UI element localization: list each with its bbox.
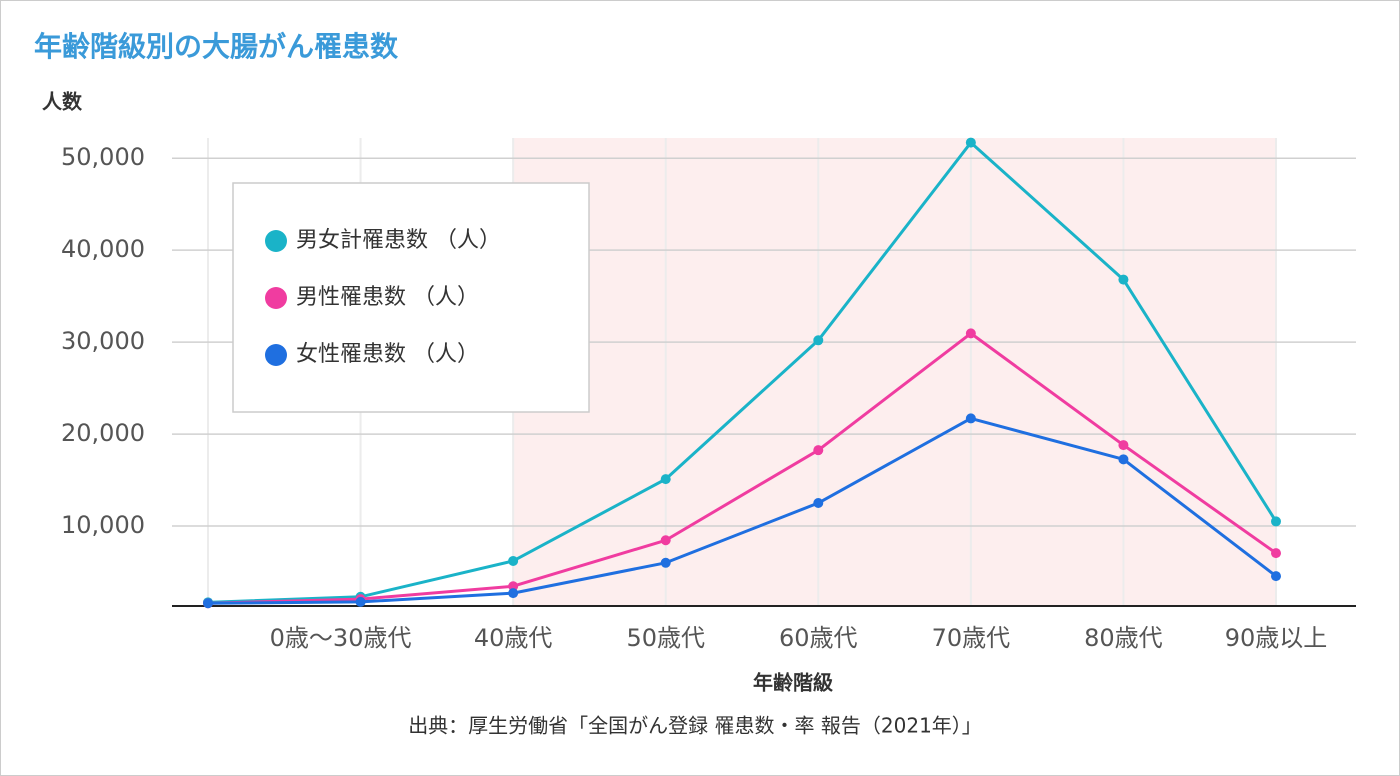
data-point xyxy=(508,555,519,566)
x-tick-label: 70歳代 xyxy=(932,624,1011,652)
data-point xyxy=(1271,548,1281,559)
y-tick-label: 30,000 xyxy=(61,327,145,355)
chart-title: 年齢階級別の大腸がん罹患数 xyxy=(34,30,399,63)
data-point xyxy=(1271,571,1281,582)
legend-marker xyxy=(265,287,287,309)
x-tick-label: 40歳代 xyxy=(474,624,553,652)
data-point xyxy=(203,598,213,609)
data-point xyxy=(813,445,824,456)
legend-marker xyxy=(265,344,287,366)
data-point xyxy=(965,413,976,424)
x-tick-label: 80歳代 xyxy=(1084,624,1163,652)
data-point xyxy=(1271,516,1281,527)
data-point xyxy=(1118,274,1129,285)
y-axis-label: 人数 xyxy=(42,90,83,114)
series-line xyxy=(207,331,1277,605)
data-point xyxy=(355,596,366,607)
legend-box xyxy=(232,182,590,413)
y-tick-label: 50,000 xyxy=(61,143,145,171)
data-point xyxy=(1118,454,1129,465)
data-point xyxy=(660,557,671,568)
data-point xyxy=(508,588,519,599)
y-tick-label: 10,000 xyxy=(61,511,145,539)
legend-label: 男女計罹患数 （人） xyxy=(296,228,501,253)
legend-label: 女性罹患数 （人） xyxy=(296,342,479,367)
data-point xyxy=(965,328,976,339)
legend-marker xyxy=(265,230,287,252)
x-axis-label: 年齢階級 xyxy=(753,671,833,695)
x-tick-label: 50歳代 xyxy=(626,624,705,652)
data-point xyxy=(660,535,671,546)
highlight-band xyxy=(513,138,1276,606)
data-point xyxy=(508,581,519,592)
y-tick-label: 40,000 xyxy=(61,235,145,263)
data-point xyxy=(1118,440,1129,451)
x-tick-label: 60歳代 xyxy=(779,624,858,652)
y-tick-label: 20,000 xyxy=(61,419,145,447)
data-point xyxy=(660,474,671,485)
source: 出典：厚生労働省「全国がん登録 罹患数・率 報告（2021年）」 xyxy=(408,714,982,738)
series-line xyxy=(207,416,1277,605)
series-line xyxy=(207,141,1278,604)
x-tick-label: 0歳～30歳代 xyxy=(270,624,412,652)
data-point xyxy=(965,137,976,148)
legend-label: 男性罹患数 （人） xyxy=(296,285,479,310)
data-point xyxy=(813,335,824,346)
data-point xyxy=(813,498,824,509)
x-tick-label: 90歳以上 xyxy=(1225,624,1328,652)
